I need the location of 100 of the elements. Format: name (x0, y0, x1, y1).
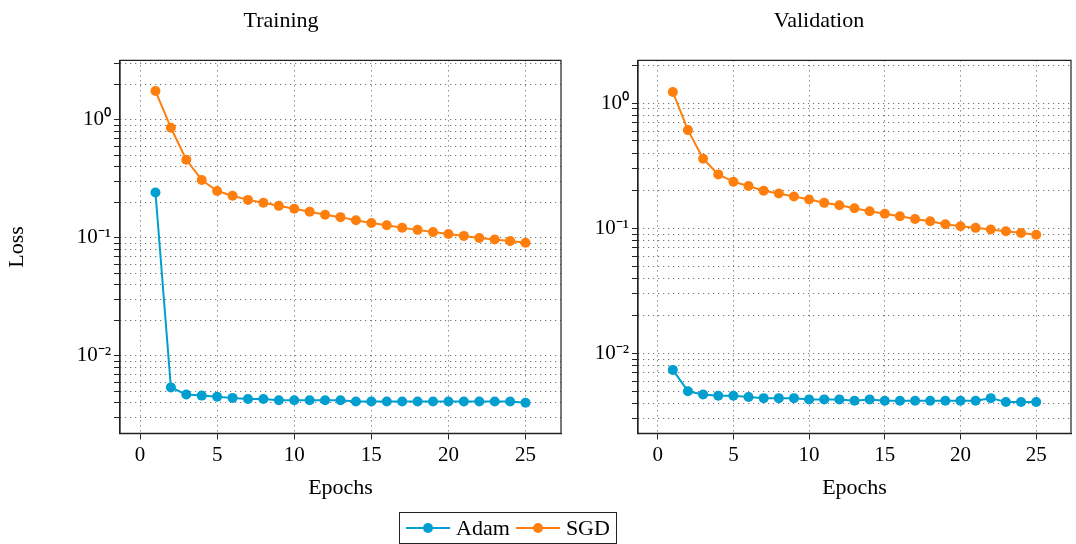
point (273, 395, 284, 406)
point (940, 219, 951, 230)
point (849, 395, 860, 406)
point (819, 197, 830, 208)
point (181, 154, 192, 165)
point (804, 194, 815, 205)
x-axis-title: Epochs (308, 473, 373, 499)
point (910, 213, 921, 224)
point (728, 390, 739, 401)
point (289, 395, 300, 406)
point (804, 394, 815, 405)
x-tick-label: 25 (515, 441, 537, 466)
legend-label: Adam (456, 515, 510, 541)
chart-title: Validation (773, 6, 865, 32)
point (474, 232, 485, 243)
point (335, 212, 346, 223)
point (227, 392, 238, 403)
point (458, 230, 469, 241)
point (1031, 396, 1042, 407)
x-tick-label: 20 (437, 441, 459, 466)
point (397, 396, 408, 407)
x-tick-label: 5 (211, 441, 223, 466)
point (925, 395, 936, 406)
point (505, 236, 516, 247)
point (520, 397, 531, 408)
point (428, 396, 439, 407)
point (212, 185, 223, 196)
point (894, 395, 905, 406)
point (428, 227, 439, 238)
point (320, 209, 331, 220)
x-tick-label: 15 (360, 441, 382, 466)
point (181, 389, 192, 400)
y-tick-label: 10⁰ (601, 89, 629, 114)
point (894, 211, 905, 222)
point (910, 395, 921, 406)
point (1016, 396, 1027, 407)
point (667, 364, 678, 375)
point (879, 395, 890, 406)
point (819, 394, 830, 405)
point (242, 194, 253, 205)
point (743, 391, 754, 402)
point (520, 237, 531, 248)
point (150, 187, 161, 198)
point (242, 394, 253, 405)
y-tick-label: 10⁻¹ (76, 224, 111, 249)
point (150, 86, 161, 97)
x-tick-label: 20 (949, 441, 971, 466)
point (758, 185, 769, 196)
point (788, 393, 799, 404)
point (505, 396, 516, 407)
point (366, 217, 377, 228)
point (489, 396, 500, 407)
point (743, 181, 754, 192)
point (165, 122, 176, 133)
point (788, 191, 799, 202)
point (381, 396, 392, 407)
point (985, 224, 996, 235)
y-axis-title: Loss (2, 226, 28, 268)
point (1000, 396, 1011, 407)
point (350, 215, 361, 226)
point (955, 395, 966, 406)
chart-title: Training (243, 6, 319, 32)
point (682, 125, 693, 136)
point (381, 220, 392, 231)
point (165, 382, 176, 393)
point (227, 190, 238, 201)
point (489, 234, 500, 245)
point (1016, 227, 1027, 238)
point (273, 200, 284, 211)
y-tick-label: 10⁻² (594, 340, 629, 365)
point (834, 394, 845, 405)
point (304, 395, 315, 406)
x-tick-label: 10 (798, 441, 820, 466)
point (713, 390, 724, 401)
point (773, 393, 784, 404)
point (773, 188, 784, 199)
point (667, 87, 678, 97)
point (350, 396, 361, 407)
x-tick-label: 25 (1025, 441, 1047, 466)
x-axis-title: Epochs (822, 473, 887, 499)
point (474, 396, 485, 407)
y-tick-label: 10⁻² (76, 342, 111, 367)
point (698, 389, 709, 400)
point (682, 386, 693, 397)
y-tick-label: 10⁰ (83, 106, 111, 131)
x-tick-label: 0 (652, 441, 663, 466)
point (940, 395, 951, 406)
point (713, 169, 724, 180)
point (258, 394, 269, 405)
point (412, 224, 423, 235)
point (196, 174, 207, 185)
point (1031, 229, 1042, 240)
point (212, 391, 223, 402)
point (925, 216, 936, 227)
x-tick-label: 10 (283, 441, 305, 466)
point (879, 208, 890, 219)
x-tick-label: 5 (728, 441, 739, 466)
point (864, 394, 875, 405)
point (304, 206, 315, 217)
point (366, 396, 377, 407)
